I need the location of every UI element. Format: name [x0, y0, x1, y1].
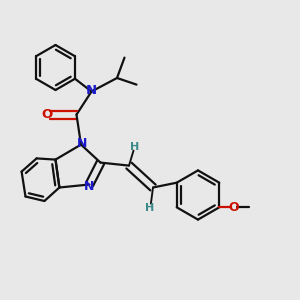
Text: N: N — [77, 137, 88, 150]
Text: N: N — [84, 180, 94, 193]
Text: H: H — [146, 202, 154, 213]
Text: O: O — [41, 108, 52, 121]
Text: N: N — [86, 84, 97, 98]
Text: H: H — [130, 142, 140, 152]
Text: O: O — [228, 201, 239, 214]
